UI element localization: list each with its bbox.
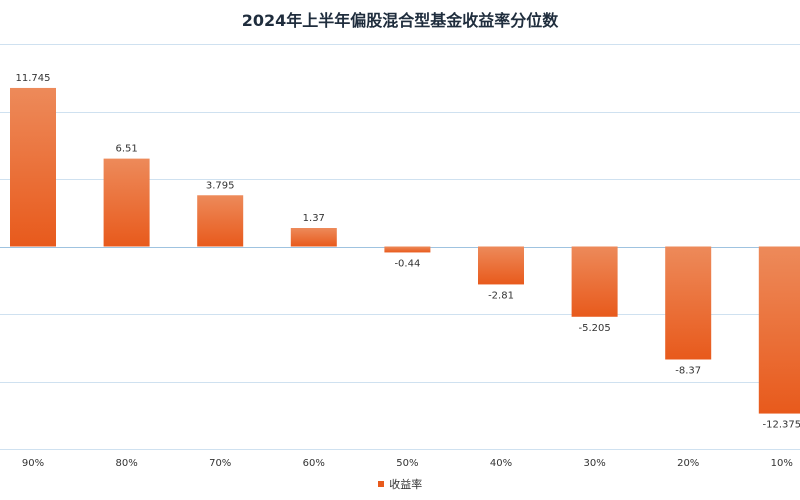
- x-tick-label: 90%: [22, 458, 44, 469]
- x-tick-label: 50%: [396, 458, 418, 469]
- x-tick-label: 70%: [209, 458, 231, 469]
- bar-10%: [758, 246, 800, 414]
- data-label-50%: -0.44: [394, 258, 420, 269]
- bar-20%: [665, 246, 712, 360]
- data-label-10%: -12.375: [762, 420, 800, 431]
- data-label-90%: 11.745: [16, 73, 51, 84]
- bar-50%: [384, 246, 431, 253]
- data-label-80%: 6.51: [115, 144, 137, 155]
- legend-label: 收益率: [389, 478, 423, 491]
- x-tick-label: 60%: [303, 458, 325, 469]
- x-tick-label: 30%: [583, 458, 605, 469]
- x-tick-label: 80%: [115, 458, 137, 469]
- bar-80%: [103, 158, 150, 247]
- x-tick-label: 10%: [771, 458, 793, 469]
- bar-40%: [478, 246, 524, 285]
- data-label-20%: -8.37: [675, 365, 701, 376]
- data-label-70%: 3.795: [206, 180, 235, 191]
- bar-90%: [10, 87, 56, 247]
- data-label-30%: -5.205: [578, 323, 610, 334]
- chart-legend: 收益率: [0, 476, 800, 492]
- bar-70%: [197, 195, 244, 247]
- data-label-40%: -2.81: [488, 290, 514, 301]
- data-label-60%: 1.37: [303, 213, 325, 224]
- bar-60%: [290, 228, 337, 247]
- bar-30%: [571, 246, 618, 317]
- x-tick-label: 40%: [490, 458, 512, 469]
- x-tick-label: 20%: [677, 458, 699, 469]
- legend-swatch: [377, 481, 384, 487]
- chart-title: 2024年上半年偏股混合型基金收益率分位数: [241, 11, 559, 30]
